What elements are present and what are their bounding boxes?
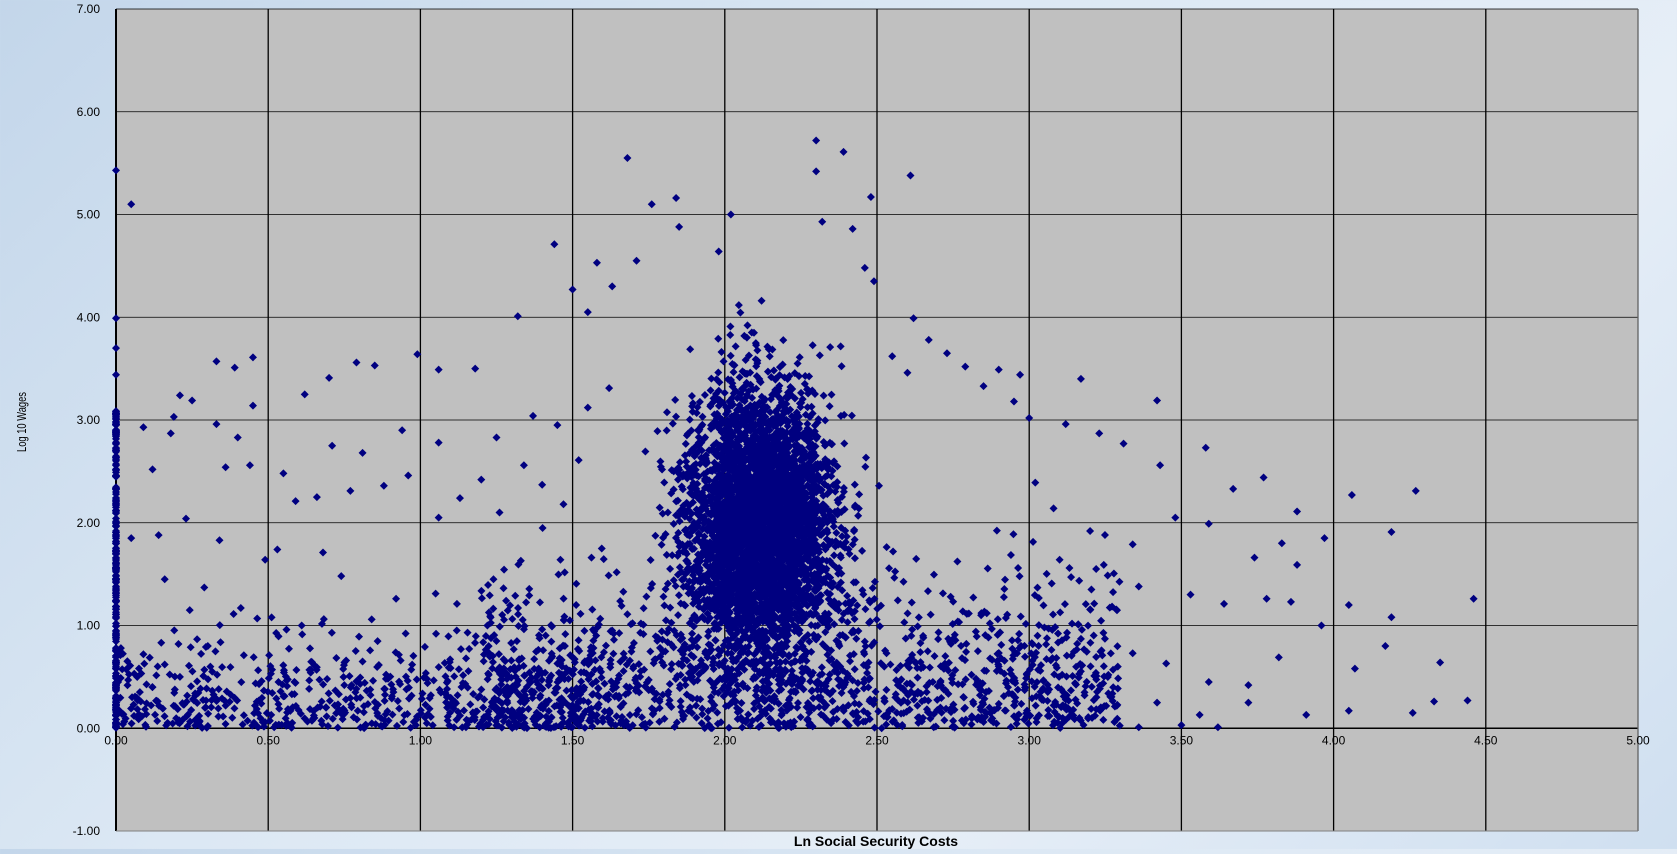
chart-svg: 0.000.501.001.502.002.503.003.504.004.50…	[0, 0, 1677, 849]
scatter-chart: 0.000.501.001.502.002.503.003.504.004.50…	[0, 0, 1677, 849]
